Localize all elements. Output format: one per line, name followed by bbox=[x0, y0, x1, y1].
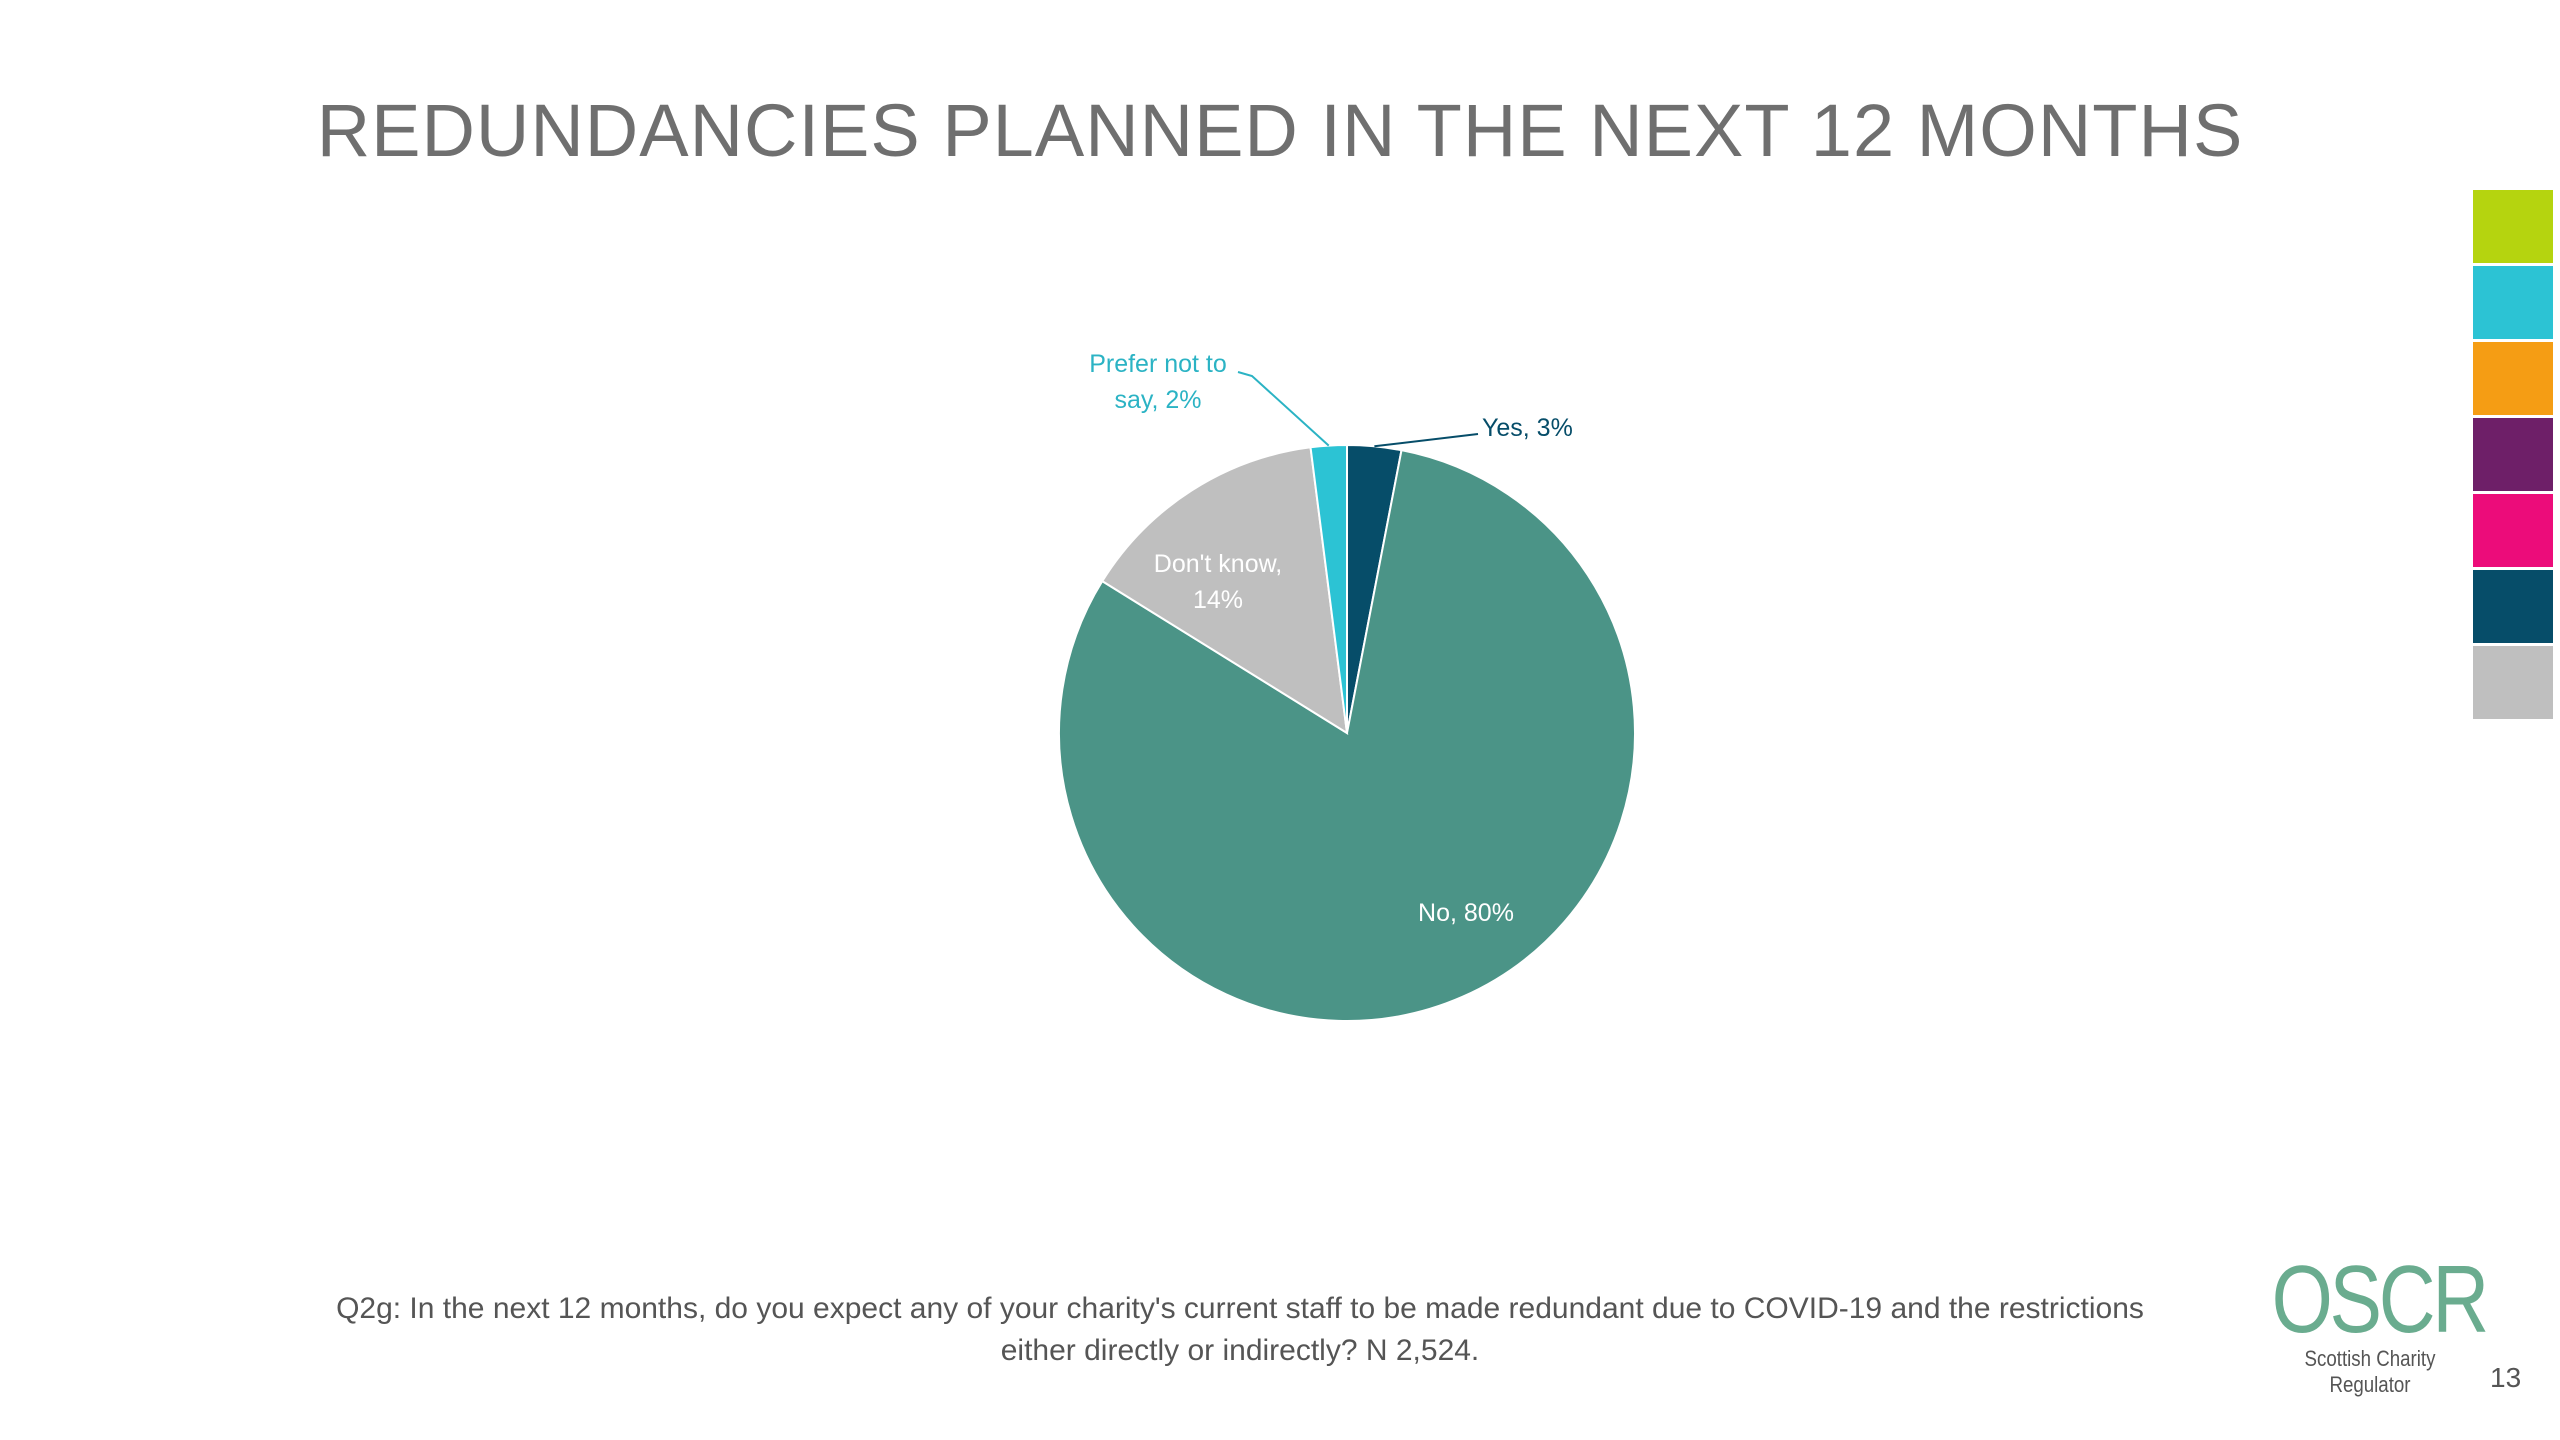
footnote-line-1: Q2g: In the next 12 months, do you expec… bbox=[336, 1292, 2144, 1325]
data-label-yes: Yes, 3% bbox=[1482, 414, 1573, 442]
swatch-4 bbox=[2473, 418, 2553, 491]
data-label-prefer-not-line-2: say, 2% bbox=[1114, 386, 1201, 414]
footnote: Q2g: In the next 12 months, do you expec… bbox=[240, 1288, 2240, 1372]
data-label-dont-know-line-1: Don't know, bbox=[1154, 550, 1282, 578]
pie-slice-don-t-know bbox=[1100, 446, 1349, 735]
swatch-1 bbox=[2473, 190, 2553, 263]
page-number: 13 bbox=[2490, 1362, 2522, 1393]
oscr-logo: OSCR Scottish Charity Regulator bbox=[2250, 1250, 2490, 1398]
footnote-line-2: either directly or indirectly? N 2,524. bbox=[1000, 1334, 1480, 1367]
swatch-6 bbox=[2473, 570, 2553, 643]
swatch-3 bbox=[2473, 342, 2553, 415]
swatch-7 bbox=[2473, 646, 2553, 719]
logo-wordmark: OSCR bbox=[2271, 1246, 2490, 1353]
data-label-leader-prefer-not bbox=[1237, 371, 1330, 447]
pie-slice-no bbox=[1058, 449, 1636, 1022]
color-swatch-bar bbox=[2473, 190, 2553, 722]
data-label-prefer-not-line-1: Prefer not to bbox=[1089, 350, 1227, 378]
data-label-no: No, 80% bbox=[1418, 899, 1514, 927]
swatch-2 bbox=[2473, 266, 2553, 339]
logo-tagline: Scottish Charity Regulator bbox=[2304, 1346, 2436, 1397]
data-label-dont-know-line-2: 14% bbox=[1193, 586, 1243, 614]
data-label-leader-yes bbox=[1374, 433, 1479, 448]
slide-title: REDUNDANCIES PLANNED IN THE NEXT 12 MONT… bbox=[316, 89, 2244, 172]
swatch-5 bbox=[2473, 494, 2553, 567]
